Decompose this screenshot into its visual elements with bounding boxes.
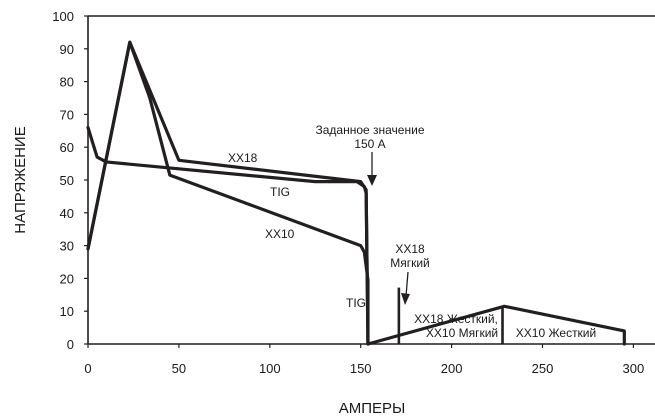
- soft-arrow: [401, 271, 410, 305]
- x-tick-label: 100: [259, 361, 281, 376]
- x-axis-title: АМПЕРЫ: [339, 400, 406, 417]
- series-line-xx10: [86, 40, 626, 346]
- x-tick-label: 200: [441, 361, 463, 376]
- label-tig-low: TIG: [346, 296, 366, 310]
- label-soft-line1: XX18: [395, 242, 425, 256]
- y-tick-label: 60: [60, 140, 74, 155]
- y-tick-label: 10: [60, 304, 74, 319]
- x-axis-ticks: 0 50 100 150 200 250 300: [84, 344, 644, 376]
- label-xx18: XX18: [228, 151, 258, 165]
- y-tick-label: 0: [67, 337, 74, 352]
- label-hard-line2: XX10 Мягкий: [426, 326, 498, 340]
- y-tick-label: 100: [52, 9, 74, 24]
- y-tick-label: 80: [60, 75, 74, 90]
- y-axis-title: НАПРЯЖЕНИЕ: [12, 126, 29, 233]
- setpoint-arrow: [367, 152, 377, 186]
- x-tick-label: 0: [84, 361, 91, 376]
- x-tick-label: 50: [172, 361, 186, 376]
- label-soft-line2: Мягкий: [390, 256, 430, 270]
- label-xx10-hard: XX10 Жесткий: [516, 326, 596, 340]
- x-tick-label: 250: [532, 361, 554, 376]
- y-tick-label: 90: [60, 42, 74, 57]
- label-setpoint-line2: 150 А: [354, 137, 385, 151]
- y-axis-ticks: 0 10 20 30 40 50 60 70 80 90 100: [52, 9, 88, 352]
- label-xx10: XX10: [265, 227, 295, 241]
- curves: [86, 40, 626, 346]
- y-tick-label: 70: [60, 107, 74, 122]
- y-tick-label: 20: [60, 271, 74, 286]
- series-line-tig: [86, 125, 370, 346]
- y-tick-label: 50: [60, 173, 74, 188]
- label-tig-mid: TIG: [270, 185, 290, 199]
- y-tick-label: 40: [60, 206, 74, 221]
- x-tick-label: 150: [350, 361, 372, 376]
- series-line-xx18: [86, 40, 370, 346]
- y-tick-label: 30: [60, 239, 74, 254]
- label-setpoint-line1: Заданное значение: [315, 123, 424, 137]
- label-hard-line1: XX18 Жесткий,: [414, 312, 498, 326]
- x-tick-label: 300: [623, 361, 645, 376]
- dividers: [397, 287, 504, 344]
